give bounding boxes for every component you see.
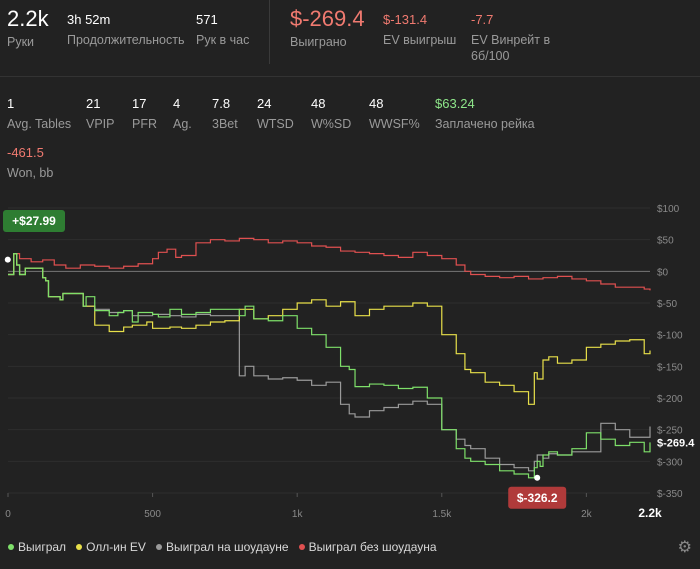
legend-label-won: Выиграл (18, 540, 67, 554)
ag-label: Ag. (173, 117, 192, 131)
profit-chart[interactable]: $100 $50 $0 $-50 $-100 $-150 $-200 $-250 $-300 $-… (0, 195, 700, 530)
ev-won-label: EV выигрыш (383, 33, 457, 47)
3bet-value: 7.8 (212, 96, 231, 111)
min-point (534, 474, 541, 481)
x-tick-label: 1k (292, 509, 304, 520)
gear-icon[interactable]: ⚙ (677, 539, 692, 556)
x-axis-ticks: 0 500 1k 1.5k 2k 2.2k (5, 493, 662, 520)
stats-divider (269, 0, 270, 64)
chart-legend: Выиграл Олл-ин EV Выиграл на шоудауне Вы… (8, 540, 437, 554)
y-tick-label: $-200 (657, 394, 683, 405)
won-bb-label: Won, bb (7, 166, 54, 180)
avg-tables-stat: 1 Avg. Tables (7, 96, 71, 132)
max-annotation-box (3, 210, 65, 232)
min-annotation-box (508, 486, 567, 509)
wtsd-stat: 24 WTSD (257, 96, 294, 132)
wsd-label: W%SD (311, 117, 352, 131)
legend-label-won-no-showdown: Выиграл без шоудауна (308, 540, 437, 554)
wwsf-value: 48 (369, 96, 384, 111)
3bet-label: 3Bet (212, 117, 238, 131)
duration-value: 3h 52m (67, 12, 111, 27)
wwsf-stat: 48 WWSF% (369, 96, 420, 132)
series-line (8, 253, 651, 479)
won-value: $-269.4 (290, 6, 365, 31)
wsd-value: 48 (311, 96, 326, 111)
hands-label: Руки (7, 35, 35, 49)
pfr-value: 17 (132, 96, 147, 111)
legend-label-won-showdown: Выиграл на шоудауне (165, 540, 289, 554)
y-tick-label: $100 (657, 204, 680, 215)
min-annotation-label: $-326.2 (517, 491, 558, 505)
x-tick-label: 0 (5, 509, 11, 520)
x-tick-label: 500 (144, 509, 161, 520)
won-stat: $-269.4 Выиграно (290, 6, 365, 50)
avg-tables-label: Avg. Tables (7, 117, 72, 131)
series-line (8, 253, 651, 472)
pfr-label: PFR (132, 117, 157, 131)
won-bb-value: -461.5 (7, 145, 44, 160)
chart-annotations: +$27.99 $-326.2 $-269.4 (3, 210, 695, 509)
ev-winrate-label: EV Винрейт в 6б/100 (471, 33, 551, 63)
y-tick-label: $-100 (657, 331, 683, 342)
vpip-stat: 21 VPIP (86, 96, 115, 132)
legend-dot-won-showdown (155, 544, 162, 550)
duration-stat: 3h 52m Продолжительность (67, 12, 185, 48)
rake-value: $63.24 (435, 96, 475, 111)
end-value-label: $-269.4 (657, 437, 695, 449)
x-tick-label: 1.5k (432, 509, 452, 520)
won-bb-stat: -461.5 Won, bb (7, 145, 53, 181)
hands-per-hour-label: Рук в час (196, 33, 250, 47)
x-tick-label: 2k (581, 509, 593, 520)
ev-won-stat: $-131.4 EV выигрыш (383, 12, 456, 48)
y-axis-ticks: $100 $50 $0 $-50 $-100 $-150 $-200 $-250 $-300 $-… (657, 204, 683, 500)
legend-item-won-showdown[interactable]: Выиграл на шоудауне (155, 540, 289, 554)
vpip-value: 21 (86, 96, 101, 111)
legend-item-allin-ev[interactable]: Олл-ин EV (76, 540, 146, 554)
legend-dot-allin-ev (76, 544, 83, 550)
x-tick-label: 2.2k (638, 506, 662, 520)
legend-label-allin-ev: Олл-ин EV (86, 540, 146, 554)
header-divider (0, 76, 700, 77)
y-tick-label: $0 (657, 267, 669, 278)
hands-stat: 2.2k Руки (7, 6, 49, 50)
ev-winrate-value: -7.7 (471, 12, 494, 27)
won-label: Выиграно (290, 35, 347, 49)
duration-label: Продолжительность (67, 33, 185, 47)
chart-series (8, 237, 651, 479)
ag-value: 4 (173, 96, 181, 111)
ag-stat: 4 Ag. (173, 96, 192, 132)
rake-label: Заплачено рейка (435, 117, 535, 131)
y-tick-label: $-50 (657, 299, 677, 310)
y-tick-label: $-350 (657, 489, 683, 500)
y-tick-label: $50 (657, 236, 674, 247)
wsd-stat: 48 W%SD (311, 96, 351, 132)
legend-item-won[interactable]: Выиграл (8, 540, 66, 554)
hands-per-hour-stat: 571 Рук в час (196, 12, 249, 48)
ev-winrate-stat: -7.7 EV Винрейт в 6б/100 (471, 12, 561, 64)
max-point (4, 256, 11, 263)
3bet-stat: 7.8 3Bet (212, 96, 238, 132)
legend-dot-won (8, 544, 14, 550)
ev-won-value: $-131.4 (383, 12, 428, 27)
avg-tables-value: 1 (7, 96, 15, 111)
wtsd-label: WTSD (257, 117, 294, 131)
vpip-label: VPIP (86, 117, 115, 131)
series-line (8, 237, 651, 291)
y-tick-label: $-300 (657, 457, 683, 468)
hands-per-hour-value: 571 (196, 12, 218, 27)
legend-dot-won-no-showdown (298, 544, 305, 550)
rake-stat: $63.24 Заплачено рейка (435, 96, 535, 132)
wwsf-label: WWSF% (369, 117, 420, 131)
legend-item-won-no-showdown[interactable]: Выиграл без шоудауна (298, 540, 437, 554)
pfr-stat: 17 PFR (132, 96, 157, 132)
chart-grid (8, 207, 650, 494)
y-tick-label: $-150 (657, 362, 683, 373)
wtsd-value: 24 (257, 96, 272, 111)
max-annotation-label: +$27.99 (12, 214, 56, 228)
y-tick-label: $-250 (657, 426, 683, 437)
hands-value: 2.2k (7, 6, 49, 31)
